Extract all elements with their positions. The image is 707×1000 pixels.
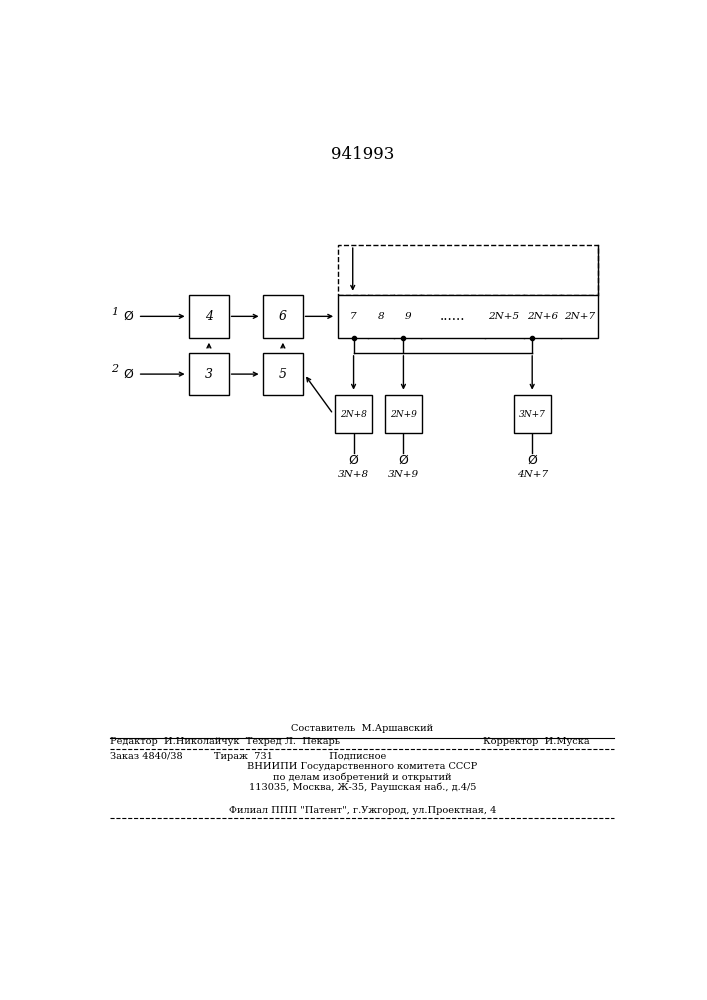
Text: 3: 3	[205, 368, 213, 381]
Text: по делам изобретений и открытий: по делам изобретений и открытий	[273, 772, 452, 782]
Text: 2N+5: 2N+5	[489, 312, 520, 321]
Bar	[338, 295, 598, 338]
Text: 8: 8	[378, 312, 385, 321]
Text: 2N+7: 2N+7	[563, 312, 595, 321]
Bar	[263, 295, 303, 338]
Text: 941993: 941993	[331, 146, 394, 163]
Text: 2: 2	[112, 364, 119, 374]
Text: 5: 5	[279, 368, 287, 381]
Text: ВНИИПИ Государственного комитета СССР: ВНИИПИ Государственного комитета СССР	[247, 762, 477, 771]
Text: 1: 1	[112, 307, 119, 317]
Text: ......: ......	[440, 309, 465, 323]
Text: 2N+9: 2N+9	[390, 410, 417, 419]
Text: Ø: Ø	[527, 454, 537, 467]
Text: Редактор  И.Николайчук  Техред Л.  Пекарь: Редактор И.Николайчук Техред Л. Пекарь	[110, 737, 340, 746]
Bar	[335, 395, 372, 433]
Text: 2N+8: 2N+8	[340, 410, 367, 419]
Text: Ø: Ø	[123, 368, 133, 381]
Text: 3N+8: 3N+8	[338, 470, 369, 479]
Text: 6: 6	[279, 310, 287, 323]
Text: Ø: Ø	[399, 454, 409, 467]
Text: 113035, Москва, Ж-35, Раушская наб., д.4/5: 113035, Москва, Ж-35, Раушская наб., д.4…	[249, 782, 476, 792]
Text: 4N+7: 4N+7	[517, 470, 548, 479]
Text: Составитель  М.Аршавский: Составитель М.Аршавский	[291, 724, 433, 733]
Text: 2N+6: 2N+6	[527, 312, 558, 321]
Bar	[189, 295, 228, 338]
Text: Заказ 4840/38          Тираж  731                  Подписное: Заказ 4840/38 Тираж 731 Подписное	[110, 752, 387, 761]
Text: 3N+7: 3N+7	[519, 410, 546, 419]
Bar	[385, 395, 422, 433]
Bar	[263, 353, 303, 395]
Text: 9: 9	[404, 312, 411, 321]
Text: 3N+9: 3N+9	[388, 470, 419, 479]
Text: 7: 7	[349, 312, 356, 321]
Text: Филиал ППП "Патент", г.Ужгород, ул.Проектная, 4: Филиал ППП "Патент", г.Ужгород, ул.Проек…	[228, 806, 496, 815]
Text: 4: 4	[205, 310, 213, 323]
Bar	[189, 353, 228, 395]
Bar	[338, 245, 598, 295]
Text: Ø: Ø	[349, 454, 358, 467]
Text: Корректор  И.Муска: Корректор И.Муска	[483, 737, 590, 746]
Bar	[513, 395, 551, 433]
Text: Ø: Ø	[123, 310, 133, 323]
